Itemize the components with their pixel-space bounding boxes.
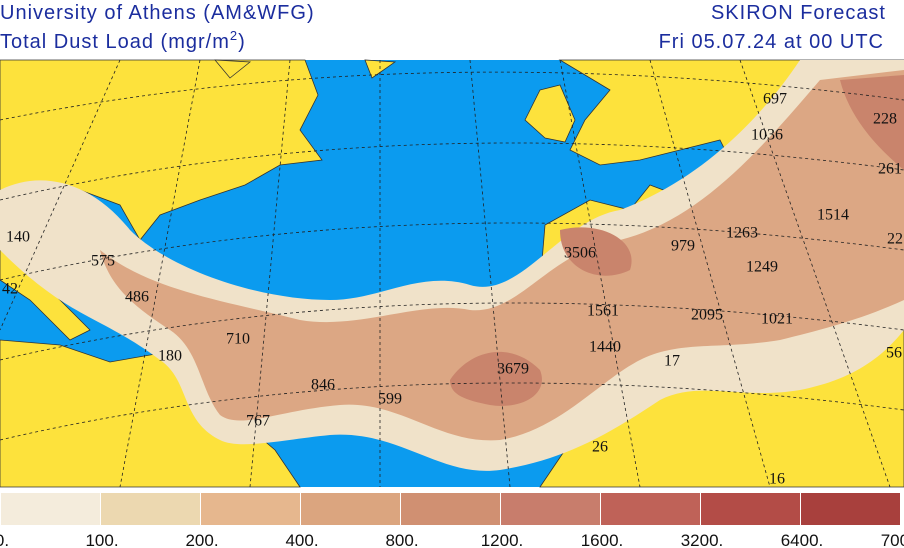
forecast-time: Fri 05.07.24 at 00 UTC — [659, 31, 884, 53]
institution: University of Athens (AM&WFG) — [0, 2, 315, 24]
dust-label: 56 — [886, 345, 902, 362]
colorbar-label: 100. — [85, 531, 118, 548]
colorbar-segment — [801, 493, 900, 525]
variable: Total Dust Load (mgr/m2) — [0, 28, 246, 53]
dust-label: 1561 — [587, 303, 619, 320]
map-labels: 697 228 1036 261 1514 22 140 575 42 486 3506 979 126… — [2, 91, 903, 488]
dust-label: 979 — [671, 238, 695, 255]
colorbar-label: 7000. — [881, 531, 904, 548]
dust-label: 16 — [769, 471, 785, 488]
map — [0, 59, 904, 488]
dust-label: 22 — [887, 231, 903, 248]
north-america — [0, 59, 323, 341]
variable-end: ) — [238, 31, 246, 53]
colorbar-label: 3200. — [681, 531, 724, 548]
variable-name: Total Dust Load (mgr/m — [0, 31, 230, 53]
colorbar-label: 800. — [385, 531, 418, 548]
colorbar-segment — [1, 493, 100, 525]
dust-label: 180 — [158, 348, 182, 365]
colorbar: 0. 100. 200. 400. 800. 1200. 1600. 3200. 6400. 70… — [0, 493, 904, 548]
dust-label: 26 — [592, 439, 608, 456]
dust-label: 697 — [763, 91, 787, 108]
colorbar-segment — [501, 493, 600, 525]
dust-label: 261 — [878, 161, 902, 178]
colorbar-label: 1200. — [481, 531, 524, 548]
dust-label: 3679 — [497, 361, 529, 378]
colorbar-label: 200. — [185, 531, 218, 548]
dust-label: 767 — [246, 413, 270, 430]
colorbar-segment — [301, 493, 400, 525]
dust-label: 846 — [311, 377, 335, 394]
dust-heavy — [450, 75, 904, 406]
forecast-title: SKIRON Forecast — [711, 2, 886, 24]
dust-medium — [100, 70, 904, 441]
dust-label: 486 — [125, 289, 149, 306]
dust-label: 1514 — [817, 207, 849, 224]
dust-label: 1021 — [761, 311, 793, 328]
colorbar-segment — [101, 493, 200, 525]
dust-label: 228 — [873, 111, 897, 128]
dust-label: 1440 — [589, 339, 621, 356]
colorbar-label: 400. — [285, 531, 318, 548]
british-isles — [524, 84, 576, 143]
dust-label: 1249 — [746, 259, 778, 276]
dust-label: 42 — [2, 281, 18, 298]
dust-label: 1263 — [726, 225, 758, 242]
graticule — [0, 59, 904, 488]
colorbar-label: 0. — [0, 531, 9, 548]
colorbar-segment — [201, 493, 300, 525]
colorbar-label: 1600. — [581, 531, 624, 548]
dust-label: 710 — [226, 331, 250, 348]
variable-sup: 2 — [230, 28, 238, 43]
dust-label: 599 — [378, 391, 402, 408]
colorbar-segment — [401, 493, 500, 525]
colorbar-label: 6400. — [781, 531, 824, 548]
dust-label: 3506 — [564, 245, 596, 262]
colorbar-segment — [601, 493, 700, 525]
colorbar-segment — [701, 493, 800, 525]
dust-label: 1036 — [751, 127, 783, 144]
dust-label: 575 — [91, 253, 115, 270]
dust-label: 17 — [664, 353, 680, 370]
dust-label: 140 — [6, 229, 30, 246]
dust-label: 2095 — [691, 307, 723, 324]
